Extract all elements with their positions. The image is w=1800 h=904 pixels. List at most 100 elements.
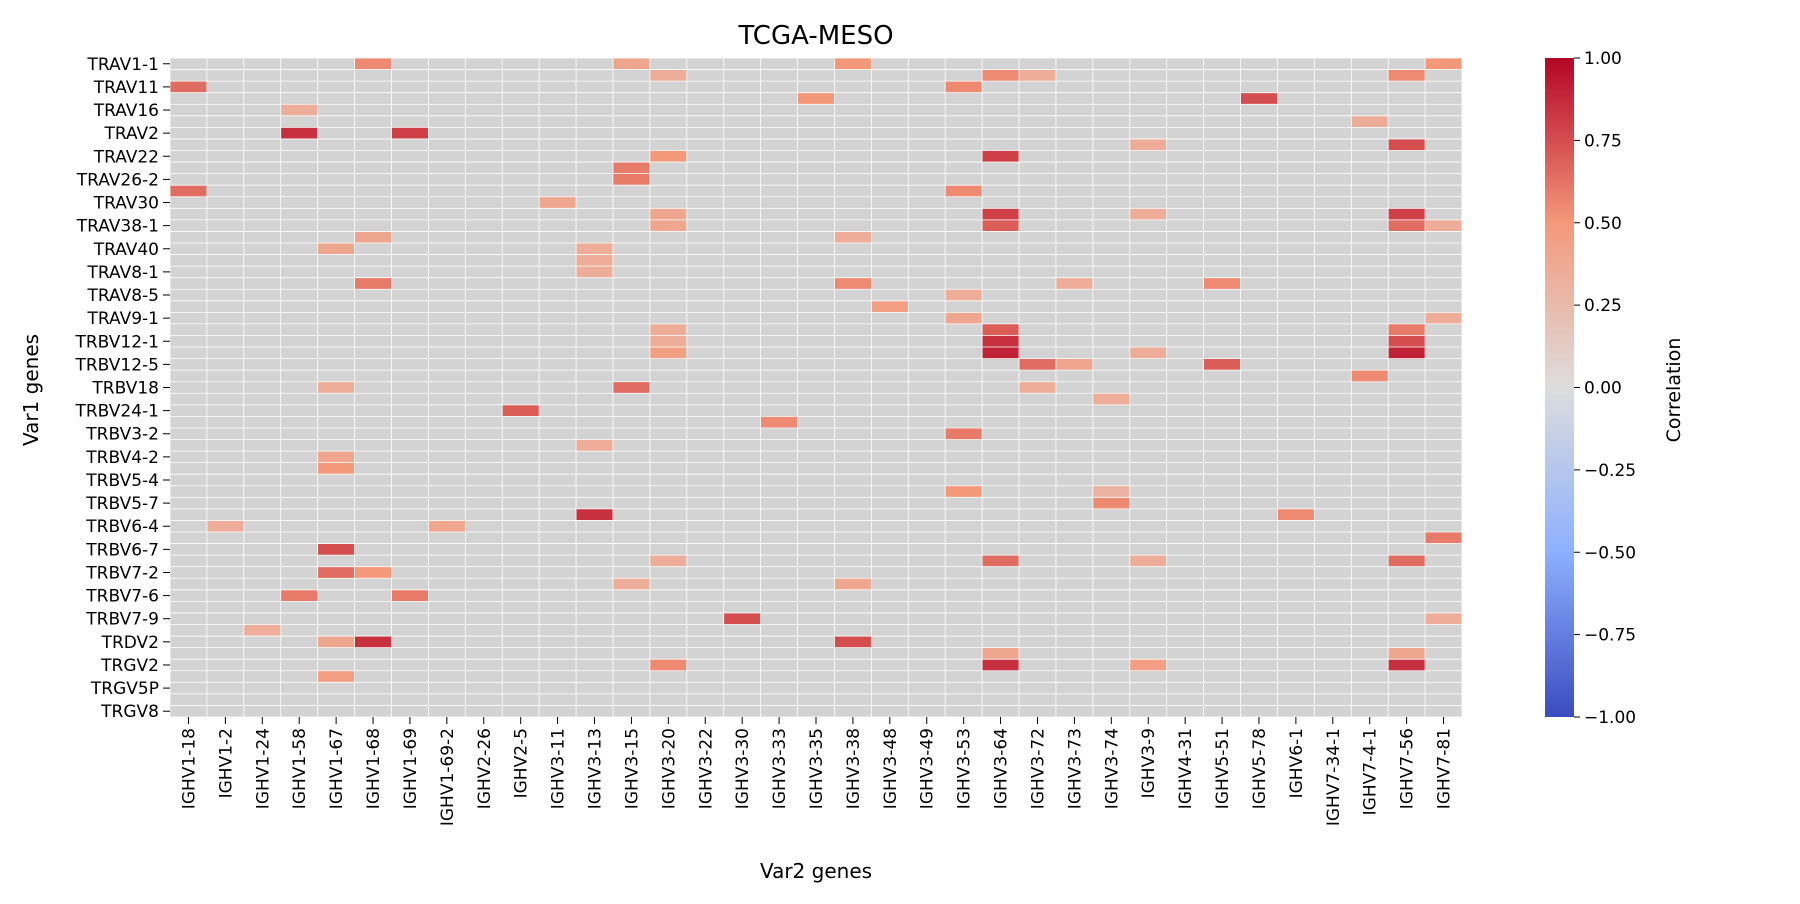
y-tick-label: TRBV7-9 [85, 610, 159, 630]
heatmap-cell [649, 208, 687, 220]
heatmap-cell [354, 566, 392, 579]
colorbar-tick-label: 0.00 [1584, 379, 1622, 399]
y-tick-label: TRAV8-1 [87, 263, 159, 283]
heatmap-cell [982, 208, 1020, 220]
colorbar-label: Correlation [1663, 338, 1685, 443]
x-tick-label: IGHV3-72 [1028, 728, 1048, 809]
chart-title: TCGA-MESO [737, 21, 893, 51]
heatmap-cell [354, 231, 392, 243]
x-tick-label: IGHV3-20 [659, 728, 679, 809]
heatmap-cell [243, 624, 281, 637]
y-tick-label: TRAV40 [93, 240, 159, 260]
heatmap-cell [760, 416, 798, 428]
heatmap-cell [576, 266, 613, 278]
y-tick-label: TRBV7-2 [85, 563, 159, 583]
heatmap-cell [354, 58, 392, 70]
x-tick-label: IGHV1-58 [290, 728, 310, 809]
x-tick-label: IGHV1-69 [401, 728, 421, 809]
heatmap-cell [982, 150, 1020, 163]
heatmap-cell [1388, 647, 1426, 660]
y-tick-label: TRAV2 [104, 124, 160, 144]
heatmap-cell [1240, 92, 1278, 105]
heatmap-cell [834, 58, 872, 70]
heatmap-cell [1203, 358, 1241, 371]
x-tick-label: IGHV3-15 [622, 728, 642, 809]
heatmap-cell [612, 173, 650, 186]
y-tick-label: TRBV5-7 [85, 494, 159, 514]
heatmap-cell [797, 92, 835, 105]
y-tick-label: TRBV4-2 [85, 448, 159, 468]
heatmap-cell [1203, 277, 1241, 290]
x-axis-label: Var2 genes [760, 859, 872, 883]
x-tick-label: IGHV7-81 [1435, 728, 1455, 809]
heatmap-cell [1388, 347, 1426, 359]
x-tick-label: IGHV3-74 [1102, 728, 1122, 809]
x-tick-label: IGHV1-18 [179, 728, 199, 809]
heatmap-cell [502, 404, 540, 417]
x-tick-label: IGHV3-73 [1065, 728, 1085, 809]
heatmap-cell [1055, 358, 1093, 371]
heatmap-cell [576, 254, 613, 267]
heatmap-cell [649, 555, 687, 567]
y-tick-label: TRBV24-1 [74, 402, 159, 422]
x-tick-label: IGHV1-69-2 [438, 728, 458, 826]
heatmap-cell [317, 462, 355, 475]
y-tick-label: TRGV8 [100, 702, 159, 722]
heatmap-cell [317, 566, 355, 579]
heatmap-cell [1351, 115, 1389, 128]
heatmap-cell [723, 612, 761, 625]
colorbar-tick-label: −0.25 [1584, 461, 1636, 481]
heatmap-cell [391, 127, 429, 139]
colorbar-tick-label: 0.75 [1584, 131, 1622, 151]
heatmap-cell [1388, 323, 1426, 336]
heatmap-cell [982, 219, 1020, 232]
heatmap-cell [982, 323, 1020, 336]
heatmap-cell [1129, 138, 1167, 151]
heatmap-cell [982, 659, 1020, 671]
heatmap-cell [354, 277, 392, 290]
x-tick-label: IGHV1-2 [216, 728, 236, 798]
heatmap-cell [170, 185, 207, 197]
colorbar-tick-label: 0.50 [1584, 214, 1622, 234]
heatmap-cell [1425, 58, 1462, 70]
heatmap-cell [649, 347, 687, 359]
heatmap-cell [317, 636, 355, 648]
y-tick-label: TRGV5P [90, 679, 159, 699]
heatmap-cell [170, 81, 207, 93]
y-tick-label: TRAV26-2 [76, 170, 159, 190]
heatmap-cell [612, 58, 650, 70]
heatmap-cell [1388, 138, 1426, 151]
x-tick-label: IGHV3-13 [586, 728, 606, 809]
x-tick-label: IGHV2-26 [475, 728, 495, 809]
heatmap-cell [612, 578, 650, 590]
colorbar-tick-label: 0.25 [1584, 296, 1622, 316]
heatmap-cell [612, 381, 650, 394]
y-axis-label: Var1 genes [19, 334, 43, 446]
y-tick-label: TRAV16 [93, 101, 159, 121]
heatmap-cell [280, 589, 318, 602]
heatmap-cell [206, 520, 244, 533]
y-tick-label: TRAV30 [93, 194, 159, 214]
heatmap-cell [1425, 312, 1462, 324]
heatmap-cell [1092, 393, 1130, 405]
heatmap-cell [649, 69, 687, 82]
x-tick-label: IGHV4-31 [1176, 728, 1196, 809]
x-tick-label: IGHV1-67 [327, 728, 347, 809]
heatmap-cell [1129, 208, 1167, 220]
heatmap-cell [1277, 508, 1315, 521]
y-tick-label: TRBV7-6 [85, 587, 159, 607]
y-tick-label: TRAV38-1 [76, 217, 159, 237]
x-tick-label: IGHV7-4-1 [1361, 728, 1381, 815]
y-tick-label: TRGV2 [100, 656, 159, 676]
x-tick-label: IGHV3-11 [549, 728, 569, 809]
heatmap-cell [649, 659, 687, 671]
y-tick-label: TRAV11 [93, 78, 159, 98]
heatmap-cell [945, 289, 983, 301]
heatmap-cell [1129, 347, 1167, 359]
heatmap-cell [649, 335, 687, 348]
x-tick-label: IGHV1-68 [364, 728, 384, 809]
heatmap-cell [317, 670, 355, 683]
x-tick-label: IGHV3-38 [844, 728, 864, 809]
x-tick-label: IGHV7-34-1 [1324, 728, 1344, 826]
